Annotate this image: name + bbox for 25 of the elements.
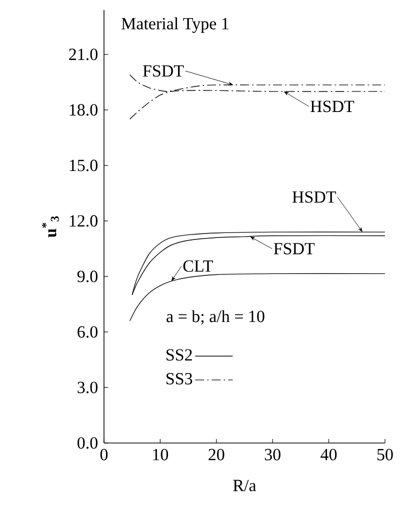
annotation: FSDT [274,242,315,254]
annotation: Material Type 1 [122,17,228,33]
x-tick-label: 50 [377,448,393,460]
x-tick-label: 30 [264,448,280,460]
x-tick-label: 20 [208,448,224,460]
x-tick-label: 40 [320,448,337,460]
y-tick-label: 21.0 [69,48,98,60]
x-axis-title: R/a [233,480,256,492]
x-tick-label: 0 [100,448,108,460]
y-tick-label: 15.0 [70,160,98,172]
y-tick-label: 9.0 [77,270,98,282]
annotation: HSDT [292,191,336,203]
annotation: CLT [183,260,213,272]
y-tick-label: 0.0 [78,437,98,449]
y-tick-label: 12.0 [70,215,98,227]
y-tick-label: 3.0 [78,382,98,394]
legend-label: SS3 [166,373,192,384]
y-tick-label: 6.0 [78,326,98,338]
annotation: a = b; a/h = 10 [166,310,264,325]
y-axis-title: u$^{*}$3 [42,216,59,238]
annotation: FSDT [142,65,184,77]
legend-label: SS2 [166,349,192,361]
y-tick-label: 18.0 [70,104,98,116]
x-tick-label: 10 [153,448,168,460]
annotation: HSDT [310,100,354,112]
